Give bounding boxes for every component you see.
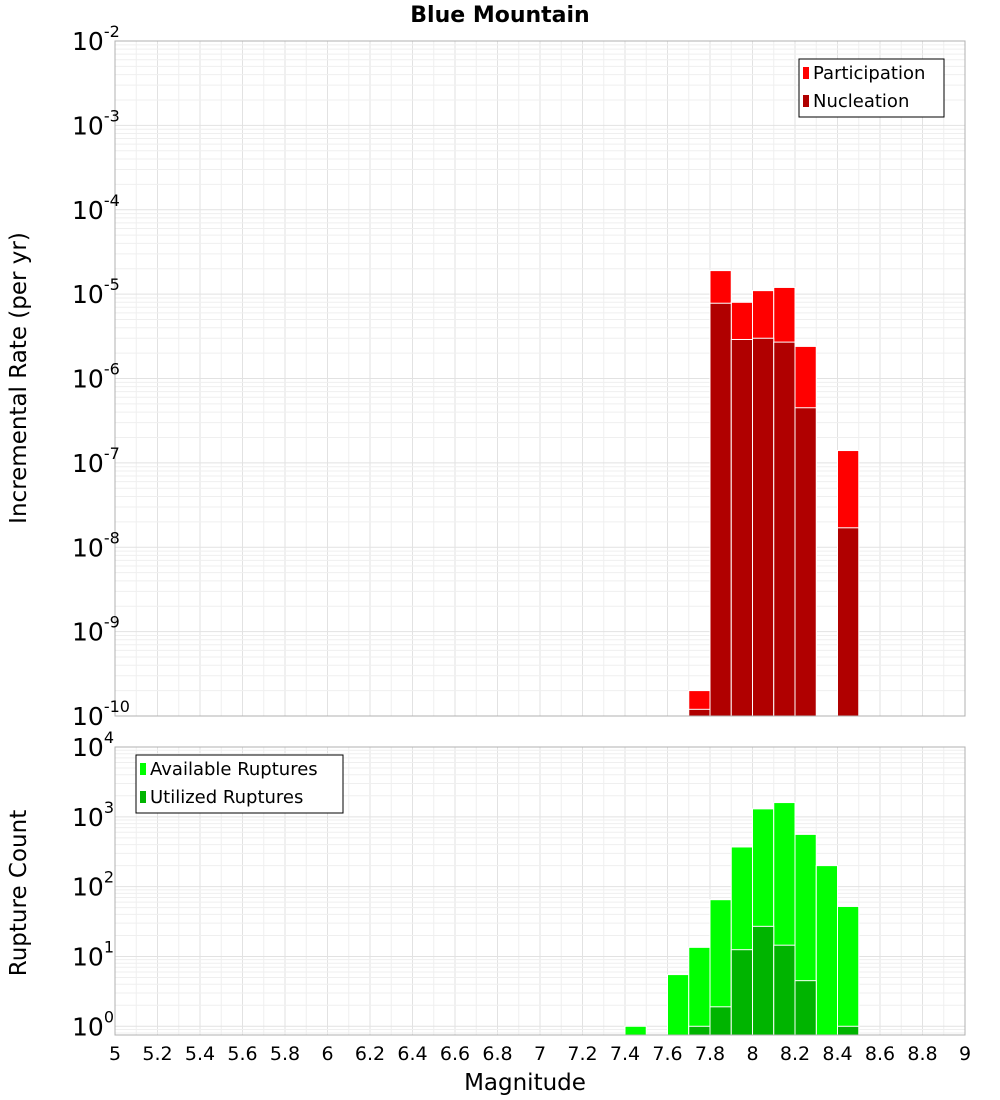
legend-swatch (803, 95, 809, 107)
legend-label: Participation (813, 63, 925, 84)
legend-label: Nucleation (813, 91, 909, 112)
chart-title: Blue Mountain (410, 3, 589, 28)
y-tick-label: 10-9 (72, 613, 120, 647)
bar-utilized-ruptures (837, 1025, 860, 1036)
bottom-plot-border (114, 746, 966, 1036)
bar-utilized-ruptures (688, 1025, 711, 1036)
bar-nucleation (837, 527, 860, 717)
y-tick-label: 10-8 (72, 528, 120, 562)
bar-available-ruptures (815, 865, 838, 1036)
legend-label: Available Ruptures (150, 759, 318, 780)
x-tick-label: 8.4 (822, 1043, 852, 1065)
legend-swatch (140, 763, 146, 775)
top-legend: Participation Nucleation (798, 58, 945, 118)
bar-nucleation (794, 407, 817, 717)
top-plot-border (114, 40, 966, 717)
bar-available-ruptures (688, 946, 711, 1036)
x-tick-label: 7.8 (695, 1043, 725, 1065)
y-tick-label: 104 (72, 728, 114, 762)
bar-utilized-ruptures (773, 944, 796, 1036)
bar-nucleation (709, 302, 732, 717)
x-tick-label: 6.4 (397, 1043, 427, 1065)
x-tick-label: 7.6 (652, 1043, 682, 1065)
legend-swatch (140, 791, 146, 803)
bar-nucleation (773, 341, 796, 717)
x-tick-label: 5 (109, 1043, 121, 1065)
bar-available-ruptures (667, 974, 690, 1036)
bottom-bars (624, 802, 860, 1036)
x-ticks: 5 5.2 5.4 5.6 5.8 6 6.2 6.4 6.6 6.8 7 7.2 7.4 7.6 7.8 8… (109, 1043, 971, 1065)
bottom-y-axis-label: Rupture Count (6, 810, 32, 976)
x-axis-label: Magnitude (464, 1070, 586, 1096)
x-tick-label: 5.4 (185, 1043, 215, 1065)
y-tick-label: 100 (72, 1007, 114, 1041)
top-y-axis-label: Incremental Rate (per yr) (6, 232, 32, 524)
x-tick-label: 8.8 (907, 1043, 937, 1065)
bottom-legend: Available Ruptures Utilized Ruptures (135, 754, 344, 814)
bar-utilized-ruptures (709, 1006, 732, 1036)
x-tick-label: 8.6 (865, 1043, 895, 1065)
top-bars (688, 270, 860, 717)
top-grid (114, 40, 966, 717)
bar-available-ruptures (837, 905, 860, 1036)
top-y-ticks: 10-2 10-3 10-4 10-5 10-6 10-7 10-8 10-9 10-10 (72, 22, 130, 731)
y-tick-label: 10-5 (72, 275, 120, 309)
y-tick-label: 101 (72, 937, 114, 971)
y-tick-label: 10-10 (72, 697, 130, 731)
bar-available-ruptures (624, 1025, 647, 1036)
x-tick-label: 9 (959, 1043, 971, 1065)
bar-utilized-ruptures (794, 980, 817, 1036)
y-tick-label: 10-4 (72, 191, 120, 225)
bar-nucleation (688, 708, 711, 717)
bar-utilized-ruptures (730, 949, 753, 1036)
x-tick-label: 6.6 (440, 1043, 470, 1065)
x-tick-label: 6 (321, 1043, 333, 1065)
y-tick-label: 103 (72, 798, 114, 832)
bar-nucleation (752, 337, 775, 717)
legend-box (135, 754, 344, 814)
y-tick-label: 10-7 (72, 444, 120, 478)
x-tick-label: 5.2 (142, 1043, 172, 1065)
legend-box (798, 58, 945, 118)
x-tick-label: 5.6 (227, 1043, 257, 1065)
x-tick-label: 6.2 (355, 1043, 385, 1065)
legend-label: Utilized Ruptures (150, 787, 303, 808)
x-tick-label: 8.2 (780, 1043, 810, 1065)
y-tick-label: 10-2 (72, 22, 120, 56)
rupture-count-plot: 104 103 102 101 100 5 5.2 5.4 5.6 5.8 6 6.2 6.4 6.6 6… (6, 728, 971, 1096)
y-tick-label: 10-6 (72, 360, 120, 394)
x-tick-label: 7.2 (567, 1043, 597, 1065)
y-tick-label: 10-3 (72, 106, 120, 140)
bar-utilized-ruptures (752, 925, 775, 1036)
bar-nucleation (730, 338, 753, 717)
x-tick-label: 8 (746, 1043, 758, 1065)
bottom-y-ticks: 104 103 102 101 100 (72, 728, 114, 1041)
x-tick-label: 7.4 (610, 1043, 640, 1065)
x-tick-label: 7 (534, 1043, 546, 1065)
x-tick-label: 6.8 (482, 1043, 512, 1065)
x-tick-label: 5.8 (270, 1043, 300, 1065)
y-tick-label: 102 (72, 868, 114, 902)
participation-nucleation-plot: 10-2 10-3 10-4 10-5 10-6 10-7 10-8 10-9 10-10 In… (6, 22, 966, 731)
legend-swatch (803, 67, 809, 79)
